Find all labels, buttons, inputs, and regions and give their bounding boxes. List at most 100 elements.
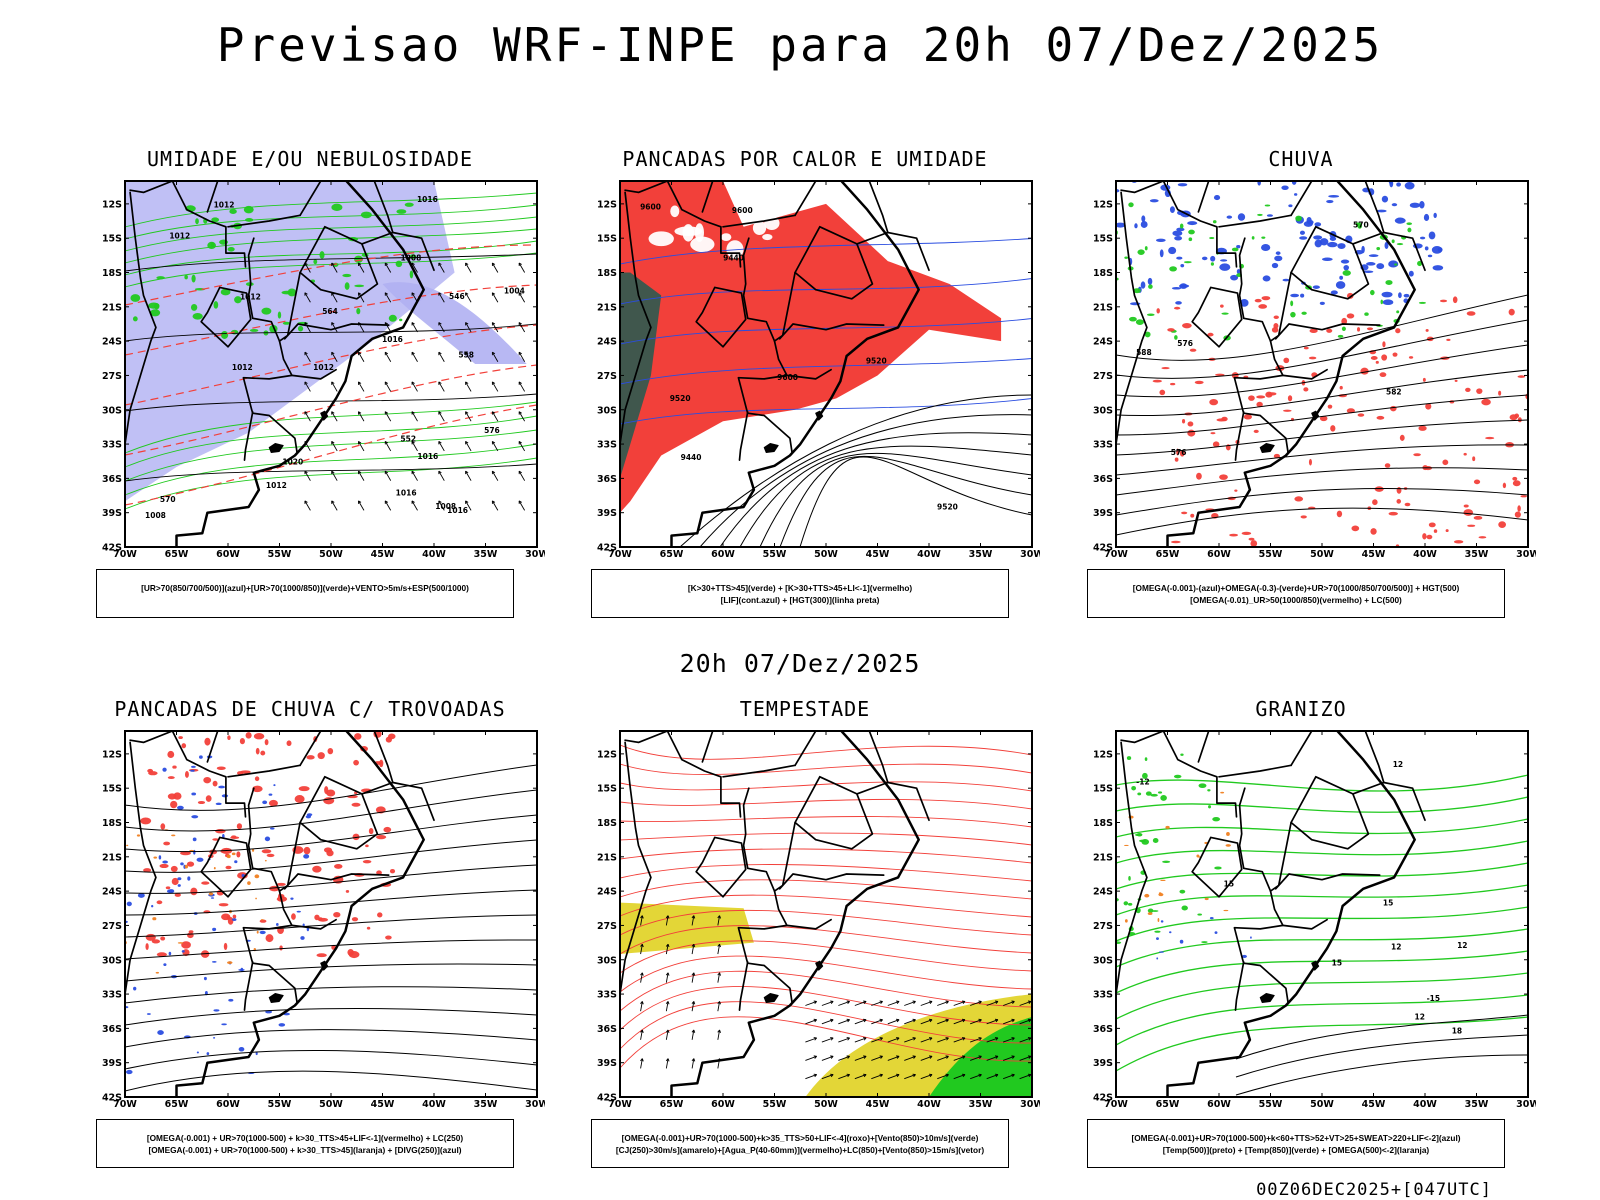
rain-cell-vermelho — [1379, 372, 1387, 378]
humidity-cell-verde — [388, 314, 397, 322]
thunder-cell-vermelho — [286, 740, 292, 747]
wind-vector — [640, 1001, 643, 1012]
humidity-cell-verde — [191, 274, 196, 283]
wind-vector — [640, 972, 643, 983]
border-line — [129, 181, 247, 268]
lagoa-patos — [320, 410, 329, 421]
wind-vector — [863, 1055, 867, 1059]
plot-area — [620, 731, 1032, 1097]
omega500-laranja — [1225, 844, 1231, 847]
divergence-cell-azul — [126, 901, 132, 907]
rain-cell-vermelho — [1508, 308, 1515, 316]
border-line — [200, 286, 252, 348]
rain-cell-vermelho — [1308, 356, 1317, 360]
omega-cell-verde — [1146, 313, 1155, 317]
omega-cell-azul — [1314, 222, 1322, 227]
thunder-cell-vermelho — [347, 949, 354, 956]
temp850-verde — [1179, 889, 1186, 894]
omega-cell-azul — [1140, 281, 1146, 289]
wind-vector — [805, 1055, 817, 1061]
omega-cell-verde — [1342, 270, 1351, 276]
rain-cell-vermelho — [1346, 313, 1355, 319]
omega-cell-verde — [1212, 220, 1217, 224]
humidity-cell-verde — [220, 331, 229, 339]
rain-cell-vermelho — [1439, 299, 1448, 303]
legend-line: [UR>70(850/700/500)](azul)+[UR>70(1000/8… — [141, 583, 469, 593]
wind-vector — [920, 1019, 933, 1025]
wind-vector — [871, 1055, 883, 1061]
wind-vector — [491, 292, 496, 296]
lat-tick-label: 42S — [102, 543, 122, 554]
legend-line: [Temp(500)](preto) + [Temp(850)](verde) … — [1162, 1145, 1430, 1155]
wind-vector — [904, 1019, 916, 1025]
wind-vector — [518, 500, 526, 511]
lat-tick-label: 24S — [102, 887, 122, 898]
thunder-cell-vermelho — [253, 732, 265, 740]
lagoa-patos — [1311, 410, 1320, 421]
wind-vector — [518, 322, 526, 333]
omega-cell-verde — [1295, 215, 1302, 222]
humidity-cell-verde — [360, 211, 372, 219]
omega500-laranja — [1158, 892, 1164, 897]
wind-vector — [830, 1073, 834, 1078]
lat-tick-label: 33S — [597, 990, 617, 1001]
lon-tick-label: 35W — [969, 1099, 993, 1110]
wind-vector — [1019, 1000, 1032, 1006]
isobar — [125, 463, 537, 482]
contour-label: 1012 — [232, 363, 253, 372]
rain-cell-vermelho — [1161, 367, 1170, 370]
wind-vector — [665, 1058, 669, 1069]
divergence-cell-azul — [303, 854, 310, 859]
lat-tick-label: 24S — [1093, 337, 1113, 348]
rain-cell-vermelho — [1422, 377, 1426, 382]
divergence-cell-azul — [259, 930, 266, 935]
omega-cell-verde — [1407, 227, 1412, 233]
wind-vector — [304, 500, 311, 511]
omega-cell-azul — [1299, 236, 1308, 240]
lat-tick-label: 18S — [102, 268, 122, 279]
border-line — [1191, 836, 1243, 898]
temp850-verde — [1116, 906, 1528, 942]
contour-label: 12 — [1457, 941, 1467, 950]
humidity-cell-verde — [211, 217, 220, 223]
lon-tick-label: 55W — [1259, 1099, 1283, 1110]
thunder-cell-vermelho — [314, 914, 320, 921]
legend-line: [OMEGA(-0.001)+UR>70(1000-500)+k>35_TTS>… — [621, 1133, 979, 1143]
wind-vector — [491, 381, 496, 385]
lon-tick-label: 45W — [371, 549, 395, 560]
wind-vector — [358, 470, 365, 481]
humidity-cell-verde — [243, 205, 254, 214]
divergence-cell-azul — [232, 918, 237, 922]
lon-tick-label: 70W — [608, 549, 632, 560]
rain-cell-vermelho — [1476, 388, 1483, 395]
thunder-cell-vermelho — [140, 817, 152, 825]
wind-vector — [640, 1029, 643, 1040]
coastline — [175, 731, 425, 1097]
thunder-cell-vermelho — [156, 952, 167, 957]
wind-vector — [937, 1000, 949, 1006]
border-line — [291, 918, 337, 930]
streamline-850 — [620, 848, 1032, 864]
wind-vector — [813, 1037, 818, 1041]
divergence-cell-azul — [193, 849, 196, 855]
thunder-cell-vermelho — [345, 889, 350, 893]
wind-vector — [491, 351, 499, 362]
wind-vector — [970, 1074, 982, 1080]
temp850-verde — [1123, 901, 1129, 906]
wind-vector — [465, 381, 469, 385]
border-line — [361, 781, 435, 822]
rain-cell-vermelho — [1514, 511, 1521, 518]
thunder-cell-laranja — [264, 859, 267, 862]
lon-tick-label: 55W — [268, 549, 292, 560]
contour-label: 9520 — [866, 356, 887, 365]
thunder-cell-vermelho — [383, 826, 392, 833]
thunder-cell-vermelho — [190, 887, 198, 896]
hail-cell-azul — [1241, 954, 1247, 958]
divergence-cell-azul — [221, 1023, 227, 1026]
temp850-verde — [1147, 908, 1154, 913]
omega-cell-azul — [1116, 222, 1126, 228]
lon-tick-label: 55W — [1259, 549, 1283, 560]
omega-cell-azul — [1174, 235, 1183, 241]
rain-cell-vermelho — [1351, 525, 1360, 532]
